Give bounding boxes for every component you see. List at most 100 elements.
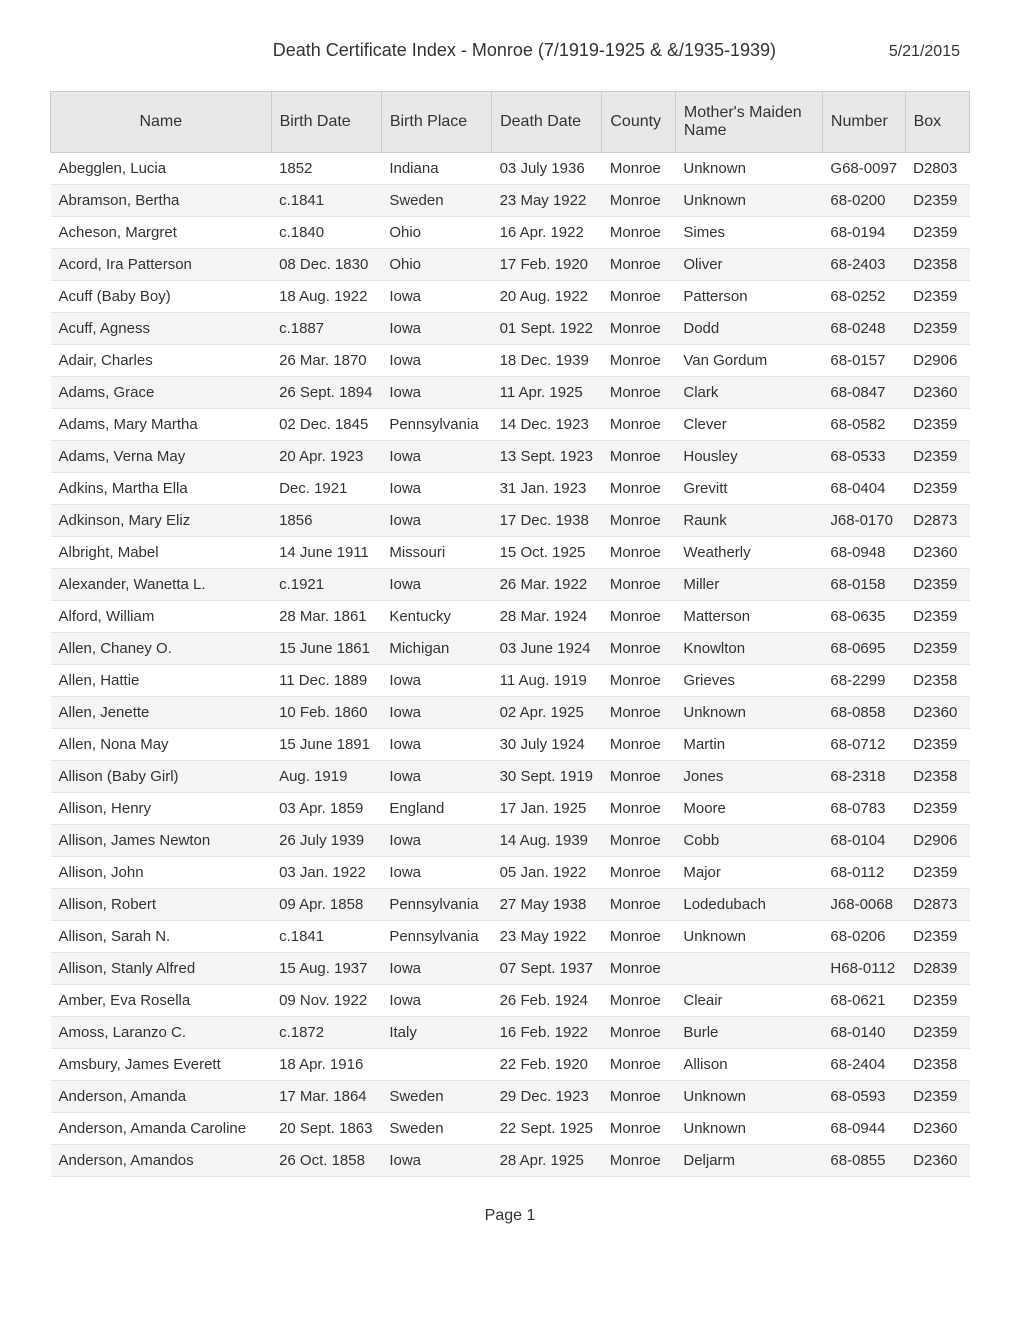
table-cell: Lodedubach bbox=[675, 889, 822, 921]
table-row: Alford, William28 Mar. 1861Kentucky28 Ma… bbox=[51, 601, 970, 633]
table-cell: Anderson, Amanda Caroline bbox=[51, 1113, 272, 1145]
table-cell: 68-0248 bbox=[822, 313, 905, 345]
table-cell: 28 Mar. 1924 bbox=[492, 601, 602, 633]
table-cell: 68-0582 bbox=[822, 409, 905, 441]
table-cell: Albright, Mabel bbox=[51, 537, 272, 569]
table-cell: 68-0200 bbox=[822, 185, 905, 217]
table-cell: Monroe bbox=[602, 281, 676, 313]
table-row: Alexander, Wanetta L.c.1921Iowa26 Mar. 1… bbox=[51, 569, 970, 601]
table-cell: 17 Mar. 1864 bbox=[271, 1081, 381, 1113]
col-header-deathdate: Death Date bbox=[492, 92, 602, 153]
table-cell: D2360 bbox=[905, 697, 969, 729]
table-cell: Iowa bbox=[381, 761, 491, 793]
table-row: Allen, Hattie11 Dec. 1889Iowa11 Aug. 191… bbox=[51, 665, 970, 697]
table-cell: D2359 bbox=[905, 313, 969, 345]
table-cell: Pennsylvania bbox=[381, 921, 491, 953]
table-cell: Acord, Ira Patterson bbox=[51, 249, 272, 281]
table-cell: D2803 bbox=[905, 153, 969, 185]
table-cell: Abramson, Bertha bbox=[51, 185, 272, 217]
table-cell: 16 Feb. 1922 bbox=[492, 1017, 602, 1049]
table-cell: Iowa bbox=[381, 281, 491, 313]
table-cell: 20 Sept. 1863 bbox=[271, 1113, 381, 1145]
table-row: Allen, Chaney O.15 June 1861Michigan03 J… bbox=[51, 633, 970, 665]
table-row: Allison, James Newton26 July 1939Iowa14 … bbox=[51, 825, 970, 857]
table-cell: 68-0783 bbox=[822, 793, 905, 825]
table-cell bbox=[675, 953, 822, 985]
table-cell: D2359 bbox=[905, 281, 969, 313]
table-cell: Unknown bbox=[675, 185, 822, 217]
table-cell: Monroe bbox=[602, 825, 676, 857]
table-cell bbox=[381, 1049, 491, 1081]
table-cell: Italy bbox=[381, 1017, 491, 1049]
table-cell: 68-0847 bbox=[822, 377, 905, 409]
table-cell: Monroe bbox=[602, 1081, 676, 1113]
table-cell: Monroe bbox=[602, 217, 676, 249]
table-cell: Allison, Robert bbox=[51, 889, 272, 921]
table-cell: Iowa bbox=[381, 441, 491, 473]
table-cell: Sweden bbox=[381, 1113, 491, 1145]
table-row: Adkins, Martha EllaDec. 1921Iowa31 Jan. … bbox=[51, 473, 970, 505]
table-cell: Iowa bbox=[381, 729, 491, 761]
table-cell: Monroe bbox=[602, 537, 676, 569]
table-cell: 14 June 1911 bbox=[271, 537, 381, 569]
table-cell: 68-0635 bbox=[822, 601, 905, 633]
table-cell: 68-0858 bbox=[822, 697, 905, 729]
table-cell: 29 Dec. 1923 bbox=[492, 1081, 602, 1113]
table-cell: Monroe bbox=[602, 473, 676, 505]
table-cell: 15 Aug. 1937 bbox=[271, 953, 381, 985]
table-row: Allen, Nona May15 June 1891Iowa30 July 1… bbox=[51, 729, 970, 761]
page-header: Death Certificate Index - Monroe (7/1919… bbox=[50, 40, 970, 61]
table-cell: 23 May 1922 bbox=[492, 185, 602, 217]
table-cell: Aug. 1919 bbox=[271, 761, 381, 793]
table-cell: 68-0533 bbox=[822, 441, 905, 473]
table-cell: D2359 bbox=[905, 217, 969, 249]
table-row: Allison (Baby Girl)Aug. 1919Iowa30 Sept.… bbox=[51, 761, 970, 793]
table-cell: Major bbox=[675, 857, 822, 889]
table-cell: Monroe bbox=[602, 665, 676, 697]
table-cell: D2359 bbox=[905, 185, 969, 217]
table-cell: 15 Oct. 1925 bbox=[492, 537, 602, 569]
table-cell: D2360 bbox=[905, 1145, 969, 1177]
table-cell: 11 Aug. 1919 bbox=[492, 665, 602, 697]
table-cell: Monroe bbox=[602, 441, 676, 473]
table-cell: Monroe bbox=[602, 313, 676, 345]
table-row: Allison, John03 Jan. 1922Iowa05 Jan. 192… bbox=[51, 857, 970, 889]
table-cell: 05 Jan. 1922 bbox=[492, 857, 602, 889]
table-cell: 20 Apr. 1923 bbox=[271, 441, 381, 473]
table-cell: Ohio bbox=[381, 249, 491, 281]
table-cell: D2359 bbox=[905, 793, 969, 825]
table-cell: Iowa bbox=[381, 985, 491, 1017]
table-cell: Monroe bbox=[602, 185, 676, 217]
table-cell: Pennsylvania bbox=[381, 889, 491, 921]
table-cell: c.1841 bbox=[271, 185, 381, 217]
table-cell: Allison, John bbox=[51, 857, 272, 889]
table-cell: 68-2403 bbox=[822, 249, 905, 281]
table-cell: 26 Sept. 1894 bbox=[271, 377, 381, 409]
table-cell: D2359 bbox=[905, 1081, 969, 1113]
table-cell: D2359 bbox=[905, 441, 969, 473]
table-cell: Acuff, Agness bbox=[51, 313, 272, 345]
table-cell: Burle bbox=[675, 1017, 822, 1049]
table-cell: Iowa bbox=[381, 313, 491, 345]
table-cell: 68-0206 bbox=[822, 921, 905, 953]
table-cell: 11 Dec. 1889 bbox=[271, 665, 381, 697]
table-cell: 09 Apr. 1858 bbox=[271, 889, 381, 921]
table-row: Anderson, Amanda Caroline20 Sept. 1863Sw… bbox=[51, 1113, 970, 1145]
table-cell: Allison (Baby Girl) bbox=[51, 761, 272, 793]
table-cell: Allen, Chaney O. bbox=[51, 633, 272, 665]
table-cell: Miller bbox=[675, 569, 822, 601]
table-cell: 68-0112 bbox=[822, 857, 905, 889]
table-cell: c.1872 bbox=[271, 1017, 381, 1049]
table-cell: Amoss, Laranzo C. bbox=[51, 1017, 272, 1049]
death-certificate-table: Name Birth Date Birth Place Death Date C… bbox=[50, 91, 970, 1177]
table-cell: c.1921 bbox=[271, 569, 381, 601]
table-cell: Monroe bbox=[602, 857, 676, 889]
table-cell: Allison, James Newton bbox=[51, 825, 272, 857]
table-cell: Adams, Grace bbox=[51, 377, 272, 409]
table-cell: Monroe bbox=[602, 569, 676, 601]
table-cell: 68-0252 bbox=[822, 281, 905, 313]
table-cell: D2359 bbox=[905, 473, 969, 505]
table-cell: 18 Dec. 1939 bbox=[492, 345, 602, 377]
table-cell: Monroe bbox=[602, 409, 676, 441]
table-cell: Weatherly bbox=[675, 537, 822, 569]
